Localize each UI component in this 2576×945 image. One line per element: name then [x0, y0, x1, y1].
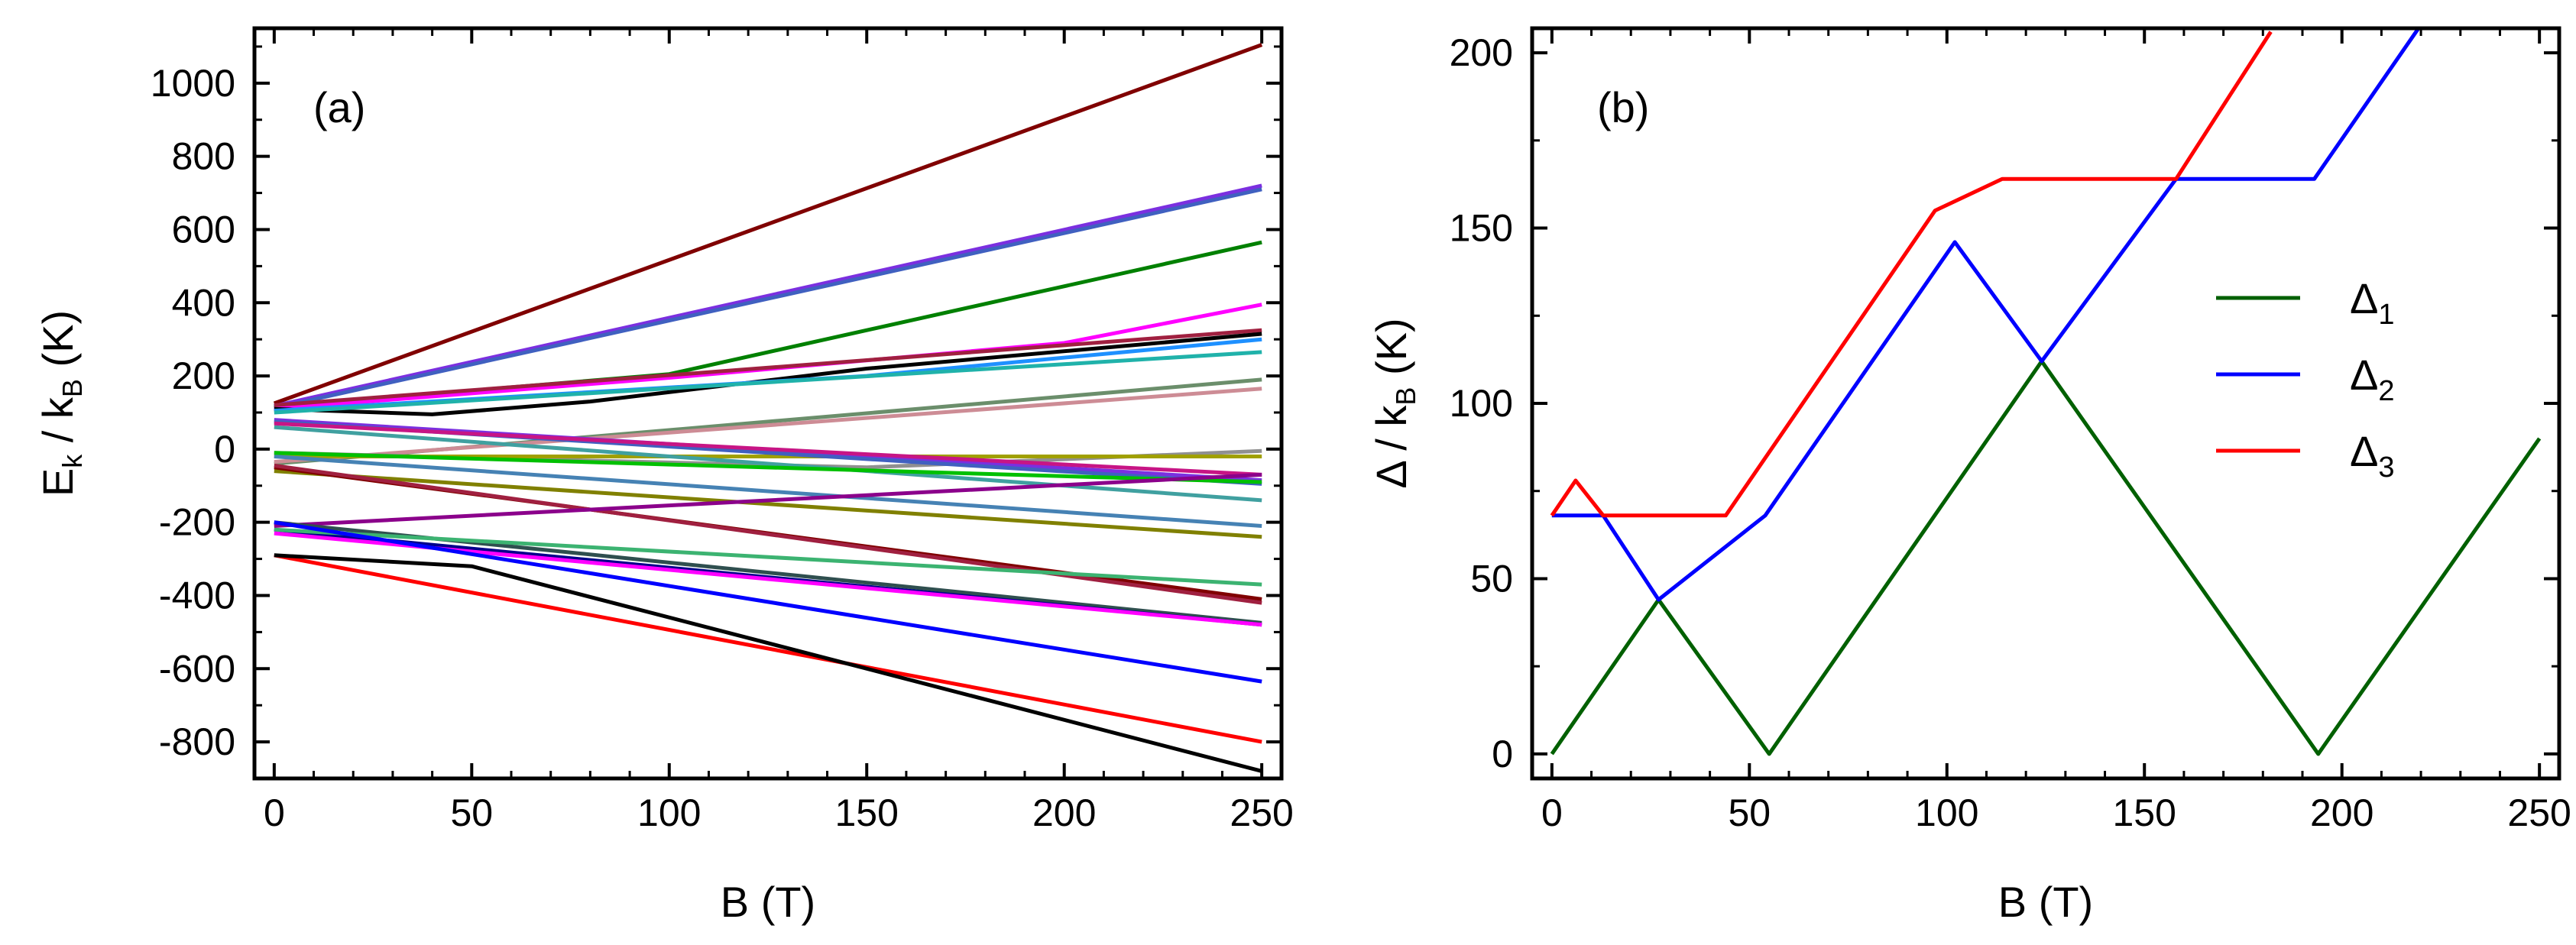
a-series-level-11 [274, 387, 1262, 464]
panel-b-legend: Δ1 Δ2 Δ3 [2216, 274, 2395, 484]
panel-b-label: (b) [1597, 83, 1649, 131]
panel-b-ylabel: Δ / kB (K) [1367, 318, 1421, 488]
a-xtick-label: 0 [264, 791, 285, 834]
b-ytick-label: 50 [1470, 557, 1513, 600]
a-series-level-19 [274, 451, 1262, 484]
panel-a-ylabel: Ek / kB (K) [34, 310, 88, 497]
a-series-level-16 [274, 425, 1262, 503]
a-series-level-20 [274, 421, 1262, 477]
a-xtick-label: 150 [835, 791, 899, 834]
a-series-level-3 [274, 187, 1262, 410]
panel-a-label: (a) [313, 83, 365, 131]
b-series-Δ1 [1550, 359, 2542, 756]
legend-label-Δ3: Δ3 [2350, 427, 2395, 484]
a-series-level-1 [273, 43, 1263, 406]
b-xtick-label: 50 [1728, 791, 1771, 834]
a-series-level-29 [274, 553, 1262, 744]
b-ytick-label: 0 [1492, 733, 1513, 775]
a-xtick-label: 200 [1032, 791, 1096, 834]
b-series-Δ2 [1551, 28, 2421, 602]
a-series-level-18 [274, 469, 1262, 539]
a-series-level-9 [274, 350, 1262, 415]
panel-a-xlabel: B (T) [721, 878, 815, 926]
panel-b: 0 50 100 150 200 250 0 50 100 150 200 (b) B (T) Δ … [1367, 26, 2571, 926]
panel-a-ticks: 0 50 100 150 200 250 -800 -600 -400 -200 0 200 400 60… [151, 28, 1294, 834]
a-series-level-28 [274, 520, 1262, 684]
panel-b-series [1550, 28, 2542, 756]
a-series-level-7 [274, 332, 1262, 416]
panel-b-xlabel: B (T) [1998, 878, 2093, 926]
b-xtick-label: 0 [1541, 791, 1563, 834]
a-ytick-label: -600 [159, 647, 235, 690]
panel-a: 0 50 100 150 200 250 -800 -600 -400 -200 0 200 400 60… [34, 26, 1294, 926]
a-series-level-30 [274, 553, 1262, 773]
b-ytick-label: 150 [1450, 207, 1513, 250]
panel-b-frame [1530, 26, 2561, 781]
a-series-level-2 [274, 183, 1262, 408]
b-series-Δ3 [1550, 31, 2273, 518]
a-xtick-label: 100 [637, 791, 701, 834]
a-ytick-label: 400 [172, 281, 235, 324]
legend-label-Δ2: Δ2 [2350, 351, 2395, 407]
a-ytick-label: 800 [172, 135, 235, 178]
a-series-level-23 [274, 472, 1262, 528]
a-xtick-label: 50 [450, 791, 493, 834]
a-ytick-label: 200 [172, 354, 235, 397]
b-xtick-label: 100 [1915, 791, 1978, 834]
a-series-level-6 [274, 328, 1262, 407]
a-series-level-26 [274, 527, 1262, 587]
a-ytick-label: 1000 [151, 62, 235, 105]
b-ytick-label: 100 [1450, 382, 1513, 425]
a-ytick-label: -800 [159, 720, 235, 763]
a-ytick-label: 600 [172, 208, 235, 251]
a-xtick-label: 250 [1230, 791, 1293, 834]
a-ytick-label: -400 [159, 574, 235, 617]
b-xtick-label: 250 [2507, 791, 2571, 834]
b-xtick-label: 150 [2113, 791, 2176, 834]
a-ytick-label: 0 [214, 428, 235, 471]
a-series-level-22 [274, 463, 1262, 605]
legend-label-Δ1: Δ1 [2350, 274, 2395, 331]
b-ytick-label: 200 [1450, 31, 1513, 74]
a-ytick-label: -200 [159, 501, 235, 544]
panel-a-series [273, 43, 1263, 773]
b-xtick-label: 200 [2310, 791, 2373, 834]
panel-a-frame [252, 26, 1284, 781]
a-series-level-17 [274, 455, 1262, 528]
